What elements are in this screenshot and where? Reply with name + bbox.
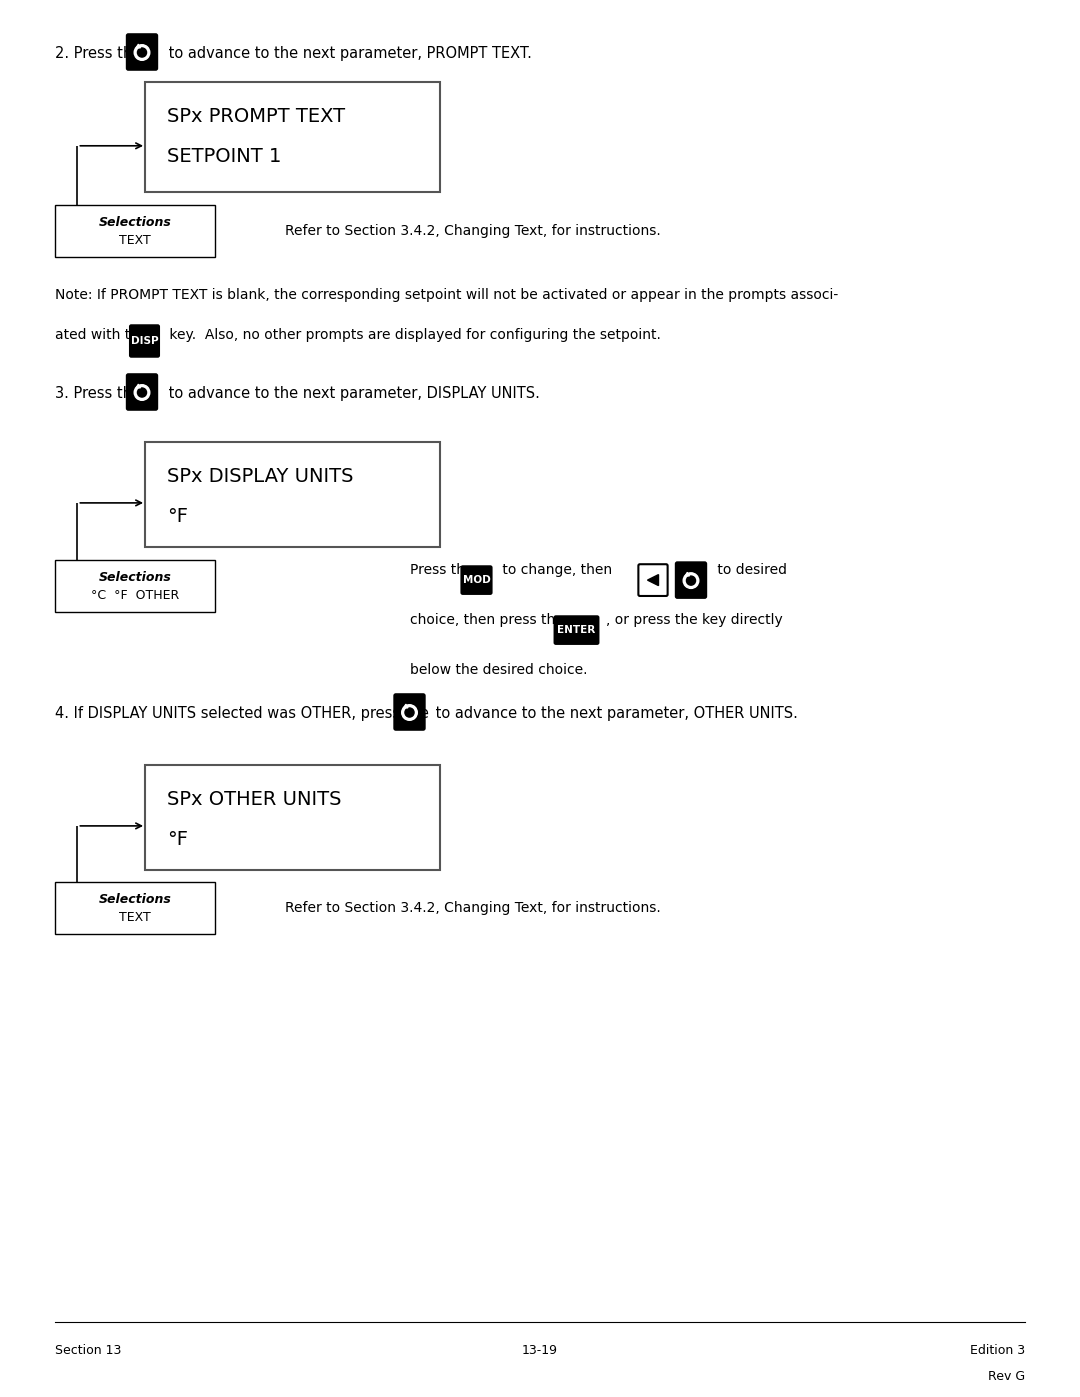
Text: 2. Press the: 2. Press the <box>55 46 141 61</box>
Text: below the desired choice.: below the desired choice. <box>410 662 588 676</box>
Text: °C  °F  OTHER: °C °F OTHER <box>91 588 179 602</box>
Text: Note: If PROMPT TEXT is blank, the corresponding setpoint will not be activated : Note: If PROMPT TEXT is blank, the corre… <box>55 288 838 302</box>
FancyBboxPatch shape <box>126 35 158 70</box>
Text: key.  Also, no other prompts are displayed for configuring the setpoint.: key. Also, no other prompts are displaye… <box>165 328 661 342</box>
FancyBboxPatch shape <box>130 326 159 356</box>
Text: Selections: Selections <box>98 217 172 229</box>
Circle shape <box>134 45 150 60</box>
Text: Refer to Section 3.4.2, Changing Text, for instructions.: Refer to Section 3.4.2, Changing Text, f… <box>285 901 661 915</box>
Text: TEXT: TEXT <box>119 911 151 923</box>
Bar <box>55 560 215 612</box>
Text: °F: °F <box>167 507 188 527</box>
Text: MOD: MOD <box>462 576 490 585</box>
Text: Edition 3: Edition 3 <box>970 1344 1025 1356</box>
FancyBboxPatch shape <box>461 566 491 594</box>
Text: to advance to the next parameter, PROMPT TEXT.: to advance to the next parameter, PROMPT… <box>163 46 531 61</box>
Text: ENTER: ENTER <box>557 624 596 636</box>
Text: to advance to the next parameter, OTHER UNITS.: to advance to the next parameter, OTHER … <box>431 705 798 721</box>
Bar <box>145 82 440 191</box>
Text: 3. Press the: 3. Press the <box>55 386 141 401</box>
Text: ated with the: ated with the <box>55 328 148 342</box>
Text: SPx DISPLAY UNITS: SPx DISPLAY UNITS <box>167 467 353 486</box>
Polygon shape <box>136 45 140 47</box>
FancyBboxPatch shape <box>638 564 667 597</box>
Text: Refer to Section 3.4.2, Changing Text, for instructions.: Refer to Section 3.4.2, Changing Text, f… <box>285 224 661 237</box>
Text: SPx OTHER UNITS: SPx OTHER UNITS <box>167 789 341 809</box>
Text: DISP: DISP <box>131 337 159 346</box>
Text: °F: °F <box>167 830 188 849</box>
Text: Rev G: Rev G <box>988 1370 1025 1383</box>
Text: Selections: Selections <box>98 894 172 907</box>
Circle shape <box>137 47 147 57</box>
Text: SETPOINT 1: SETPOINT 1 <box>167 147 282 166</box>
Circle shape <box>137 388 147 397</box>
Text: SPx PROMPT TEXT: SPx PROMPT TEXT <box>167 108 346 126</box>
Polygon shape <box>648 574 659 585</box>
Text: Section 13: Section 13 <box>55 1344 121 1356</box>
Bar <box>145 766 440 870</box>
Text: 13-19: 13-19 <box>522 1344 558 1356</box>
Text: choice, then press the: choice, then press the <box>410 613 564 627</box>
Text: Selections: Selections <box>98 571 172 584</box>
Bar <box>55 882 215 935</box>
Text: TEXT: TEXT <box>119 233 151 247</box>
FancyBboxPatch shape <box>126 374 158 409</box>
Text: , or press the key directly: , or press the key directly <box>606 613 782 627</box>
FancyBboxPatch shape <box>554 616 598 644</box>
Text: to desired: to desired <box>713 563 787 577</box>
Text: to advance to the next parameter, DISPLAY UNITS.: to advance to the next parameter, DISPLA… <box>163 386 539 401</box>
Text: to change, then: to change, then <box>498 563 612 577</box>
Polygon shape <box>136 384 140 388</box>
Text: Press the: Press the <box>410 563 473 577</box>
Bar <box>145 441 440 548</box>
Circle shape <box>405 708 414 717</box>
Circle shape <box>402 704 417 721</box>
Bar <box>55 205 215 257</box>
FancyBboxPatch shape <box>676 563 706 598</box>
FancyBboxPatch shape <box>394 694 424 729</box>
Polygon shape <box>404 704 408 708</box>
Circle shape <box>684 573 699 588</box>
Polygon shape <box>686 573 689 576</box>
Circle shape <box>134 384 150 401</box>
Circle shape <box>687 576 696 585</box>
Text: 4. If DISPLAY UNITS selected was OTHER, press the: 4. If DISPLAY UNITS selected was OTHER, … <box>55 705 429 721</box>
